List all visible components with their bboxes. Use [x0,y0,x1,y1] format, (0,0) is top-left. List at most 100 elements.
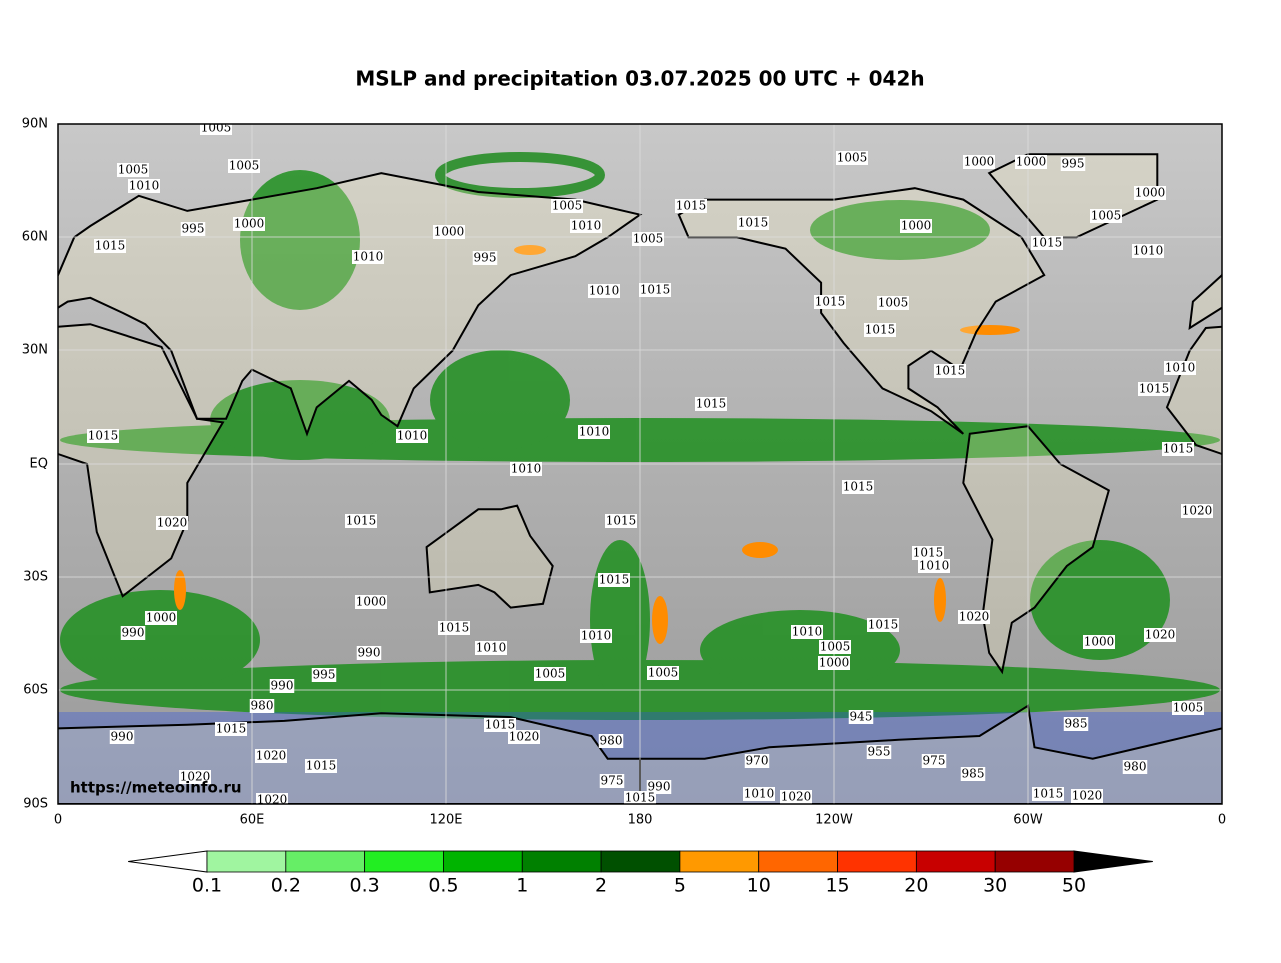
isobar-label-bg [1181,504,1213,518]
isobar-label-bg [598,734,624,748]
isobar-label-bg [352,250,384,264]
isobar-label-bg [814,295,846,309]
lon-label: 60E [240,813,265,828]
isobar-label-bg [534,667,566,681]
colorbar-label: 20 [904,875,928,897]
isobar-label-bg [819,640,851,654]
lat-label: EQ [30,457,48,472]
isobar-label-bg [156,516,188,530]
isobar-label-bg [744,754,770,768]
isobar-label: 1015 [606,514,637,528]
isobar-label-bg [356,646,382,660]
isobar-label-bg [624,791,656,804]
isobar-label-bg [249,699,275,713]
isobar-label-bg [1144,628,1176,642]
isobar-label: 1020 [1182,504,1213,518]
isobar-label-bg [867,618,899,632]
colorbar-box [364,850,444,873]
isobar-label-bg [1138,382,1170,396]
lon-label: 120W [815,813,853,828]
isobar-label: 1000 [1084,635,1115,649]
isobar-label: 1015 [913,546,944,560]
colorbar-label: 0.2 [271,875,301,897]
isobar-label: 1010 [579,425,610,439]
isobar-label-bg [848,710,874,724]
isobar-label: 1020 [509,730,540,744]
isobar-label-bg [117,163,149,177]
lat-label: 30N [22,343,48,358]
isobar-label: 1000 [234,217,265,231]
isobar-label-bg [305,759,337,773]
isobar-label: 1005 [633,232,664,246]
isobar-label: 1005 [201,121,232,135]
isobar-label-bg [912,546,944,560]
isobar-label-bg [438,621,470,635]
isobar-label-bg [109,730,135,744]
colorbar-label: 0.3 [350,875,380,897]
isobar-label: 1000 [434,225,465,239]
colorbar-under [128,850,208,873]
isobar-label: 1005 [820,640,851,654]
isobar-label-bg [836,151,868,165]
colorbar-label: 0.1 [192,875,222,897]
colorbar-box [443,850,523,873]
isobar-label: 1005 [837,151,868,165]
lon-label: 120E [429,813,462,828]
isobar-label: 1010 [476,641,507,655]
isobar-label-bg [900,219,932,233]
isobar-label: 990 [111,730,134,744]
isobar-label-bg [510,462,542,476]
lon-label: 60W [1013,813,1043,828]
isobar-label: 1015 [935,364,966,378]
isobar-label-bg [269,679,295,693]
isobar-label-bg [1134,186,1166,200]
isobar-label: 1010 [1133,244,1164,258]
isobar-label-bg [675,199,707,213]
lon-label: 0 [54,813,62,828]
isobar-label: 985 [1065,717,1088,731]
isobar-label: 1015 [216,722,247,736]
isobar-label-bg [737,216,769,230]
isobar-label-bg [918,559,950,573]
isobar-label-bg [1172,701,1204,715]
isobar-label: 1000 [1135,186,1166,200]
lat-label: 90S [23,797,48,812]
colorbar-label: 1 [516,875,528,897]
isobar-label: 1015 [1032,236,1063,250]
isobar-label: 995 [182,222,205,236]
isobar-label: 1015 [696,397,727,411]
isobar-label-bg [818,656,850,670]
isobar-label: 1005 [1173,701,1204,715]
isobar-label: 1005 [118,163,149,177]
isobar-label: 1015 [88,429,119,443]
isobar-label: 1010 [1165,361,1196,375]
isobar-label: 1010 [571,219,602,233]
isobar-label: 1015 [599,573,630,587]
isobar-label: 1015 [843,480,874,494]
isobar-label: 1000 [1016,155,1047,169]
isobar-label-bg [963,155,995,169]
isobar-label: 1000 [356,595,387,609]
lat-label: 30S [23,570,48,585]
isobar-label: 970 [746,754,769,768]
isobar-label: 1010 [129,179,160,193]
isobar-label: 1020 [781,790,812,804]
isobar-label-bg [179,770,211,784]
isobar-label-bg [958,610,990,624]
isobar-label-bg [921,754,947,768]
isobar-label-bg [87,429,119,443]
isobar-label-bg [345,514,377,528]
colorbar-label: 2 [595,875,607,897]
isobar-label: 1000 [819,656,850,670]
colorbar-label: 30 [983,875,1007,897]
isobar-label: 1020 [1072,789,1103,803]
isobar-label: 1000 [964,155,995,169]
isobar-label-bg [864,323,896,337]
isobar-label-bg [1071,789,1103,803]
isobar-label: 1015 [95,239,126,253]
colorbar-label: 15 [825,875,849,897]
isobar-label-bg [1090,209,1122,223]
isobar-label-bg [256,793,288,804]
